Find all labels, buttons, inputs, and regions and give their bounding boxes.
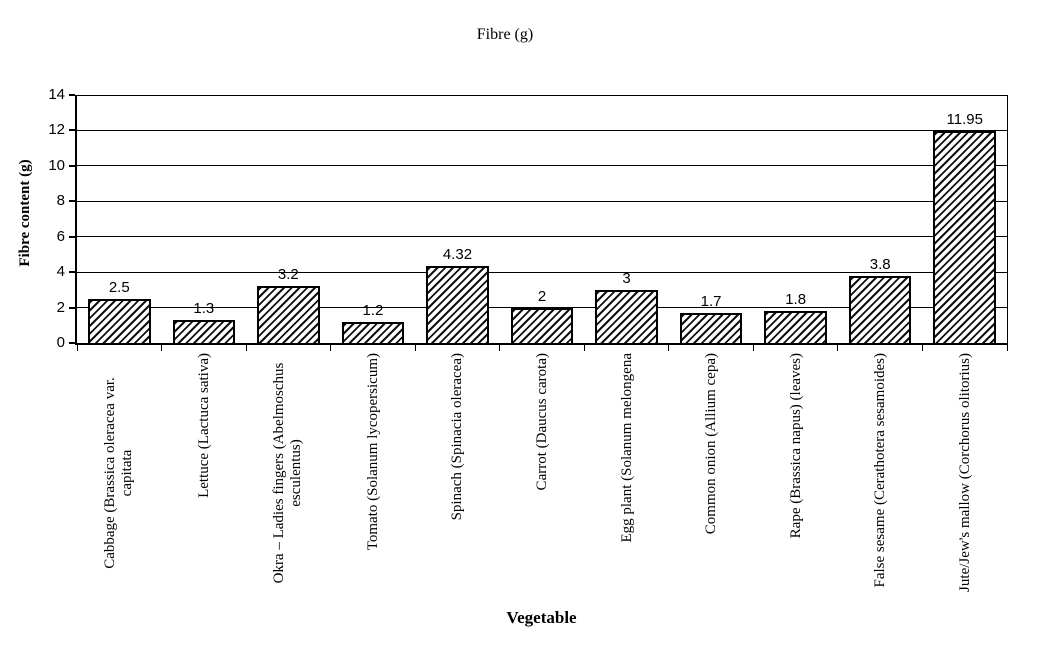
bar	[87, 298, 151, 343]
bar-value-label: 11.95	[946, 111, 983, 129]
y-tick-mark	[69, 164, 75, 167]
y-axis-title: Fibre content (g)	[17, 159, 33, 267]
x-category-label: Tomato (Solanum lycopersicum)	[353, 353, 393, 593]
x-tick-mark	[161, 345, 163, 351]
x-category-label-text: Jute/Jew's mallow (Corchorus olitorius)	[956, 353, 973, 592]
x-category-label: Lettuce (Lactuca sativa)	[184, 353, 224, 593]
x-category-label: Rape (Brassica napus) (leaves)	[776, 353, 816, 593]
y-tick-label: 10	[48, 156, 65, 174]
x-category-label-text: Okra – Ladies fingers (Abelmoschus escul…	[271, 362, 305, 584]
x-tick-mark	[76, 345, 78, 351]
bar	[426, 266, 489, 343]
bar-value-label: 1.3	[193, 299, 215, 317]
bar-value-label: 4.32	[442, 246, 473, 264]
bar-value-label: 2	[537, 287, 547, 305]
x-category-label: Egg plant (Solanum melongena	[607, 353, 647, 593]
y-tick-mark	[69, 342, 75, 344]
bar-value-label: 1.2	[362, 301, 384, 319]
bar	[341, 321, 405, 343]
x-tick-mark	[1006, 345, 1008, 351]
x-category-label-text: Cabbage (Brassica oleracea var. capitata	[102, 377, 136, 569]
x-category-label-text: Spinach (Spinacia oleracea)	[448, 353, 465, 521]
gridline	[77, 94, 1007, 96]
x-category-label-text: Lettuce (Lactuca sativa)	[195, 353, 212, 498]
y-tick-label: 6	[56, 227, 65, 245]
y-tick-label: 8	[56, 192, 65, 210]
bar	[257, 286, 320, 343]
bar-value-label: 2.5	[108, 278, 130, 296]
gridline	[77, 307, 1007, 309]
x-category-label-text: Tomato (Solanum lycopersicum)	[364, 353, 381, 551]
x-category-label-text: Rape (Brassica napus) (leaves)	[787, 353, 804, 539]
bar-value-label: 3.2	[277, 266, 299, 284]
x-tick-mark	[414, 345, 416, 351]
x-tick-mark	[752, 345, 754, 351]
y-tick-mark	[69, 129, 75, 132]
bar-value-label: 1.8	[785, 291, 807, 309]
y-tick-mark	[69, 200, 75, 203]
y-tick-label: 2	[56, 298, 65, 316]
plot-area: 0 2 4 6 8 10 12 14 2.5 Cabbage (Brassica oleracea…	[48, 86, 1008, 592]
x-tick-mark	[921, 345, 923, 351]
y-tick-label: 12	[48, 121, 65, 139]
y-tick-label: 14	[48, 86, 65, 103]
x-tick-mark	[668, 345, 670, 351]
x-category-label: Cabbage (Brassica oleracea var. capitata	[99, 353, 139, 593]
gridline	[77, 200, 1007, 202]
x-tick-mark	[330, 345, 332, 351]
bar-value-label: 3.8	[869, 255, 891, 273]
x-tick-mark	[583, 345, 585, 351]
x-category-label: Common onion (Allium cepa)	[691, 353, 731, 593]
bar	[595, 289, 658, 343]
y-tick-mark	[69, 235, 75, 238]
bar-value-label: 1.7	[700, 292, 722, 310]
gridline	[77, 129, 1007, 131]
chart-title: Fibre (g)	[476, 26, 534, 43]
y-tick-mark	[69, 306, 75, 309]
x-tick-mark	[499, 345, 501, 351]
bar	[848, 275, 912, 343]
y-tick-mark	[69, 271, 75, 274]
x-axis-title: Vegetable	[506, 608, 577, 627]
bar	[172, 319, 236, 343]
x-tick-mark	[245, 345, 247, 351]
bar	[764, 311, 827, 343]
gridline	[77, 271, 1007, 273]
x-category-label-text: Carrot (Daucus carota)	[533, 353, 550, 491]
y-tick-label: 4	[56, 263, 65, 281]
bar	[933, 131, 996, 343]
y-tick-label: 0	[56, 334, 65, 351]
gridline	[77, 165, 1007, 167]
x-category-label: Jute/Jew's mallow (Corchorus olitorius)	[945, 353, 985, 593]
x-category-label: Carrot (Daucus carota)	[522, 353, 562, 593]
x-category-label-text: False sesame (Cerathotera sesamoides)	[871, 353, 888, 588]
x-category-label: Okra – Ladies fingers (Abelmoschus escul…	[268, 353, 308, 593]
bar	[510, 307, 574, 343]
bar	[679, 312, 743, 343]
bar-value-label: 3	[622, 269, 631, 287]
gridline	[77, 236, 1007, 238]
y-tick-mark	[69, 94, 75, 96]
x-tick-mark	[837, 345, 839, 351]
x-category-label: Spinach (Spinacia oleracea)	[437, 353, 477, 593]
x-category-label-text: Egg plant (Solanum melongena	[618, 353, 635, 543]
x-category-label: False sesame (Cerathotera sesamoides)	[860, 353, 900, 593]
x-category-label-text: Common onion (Allium cepa)	[702, 353, 719, 535]
